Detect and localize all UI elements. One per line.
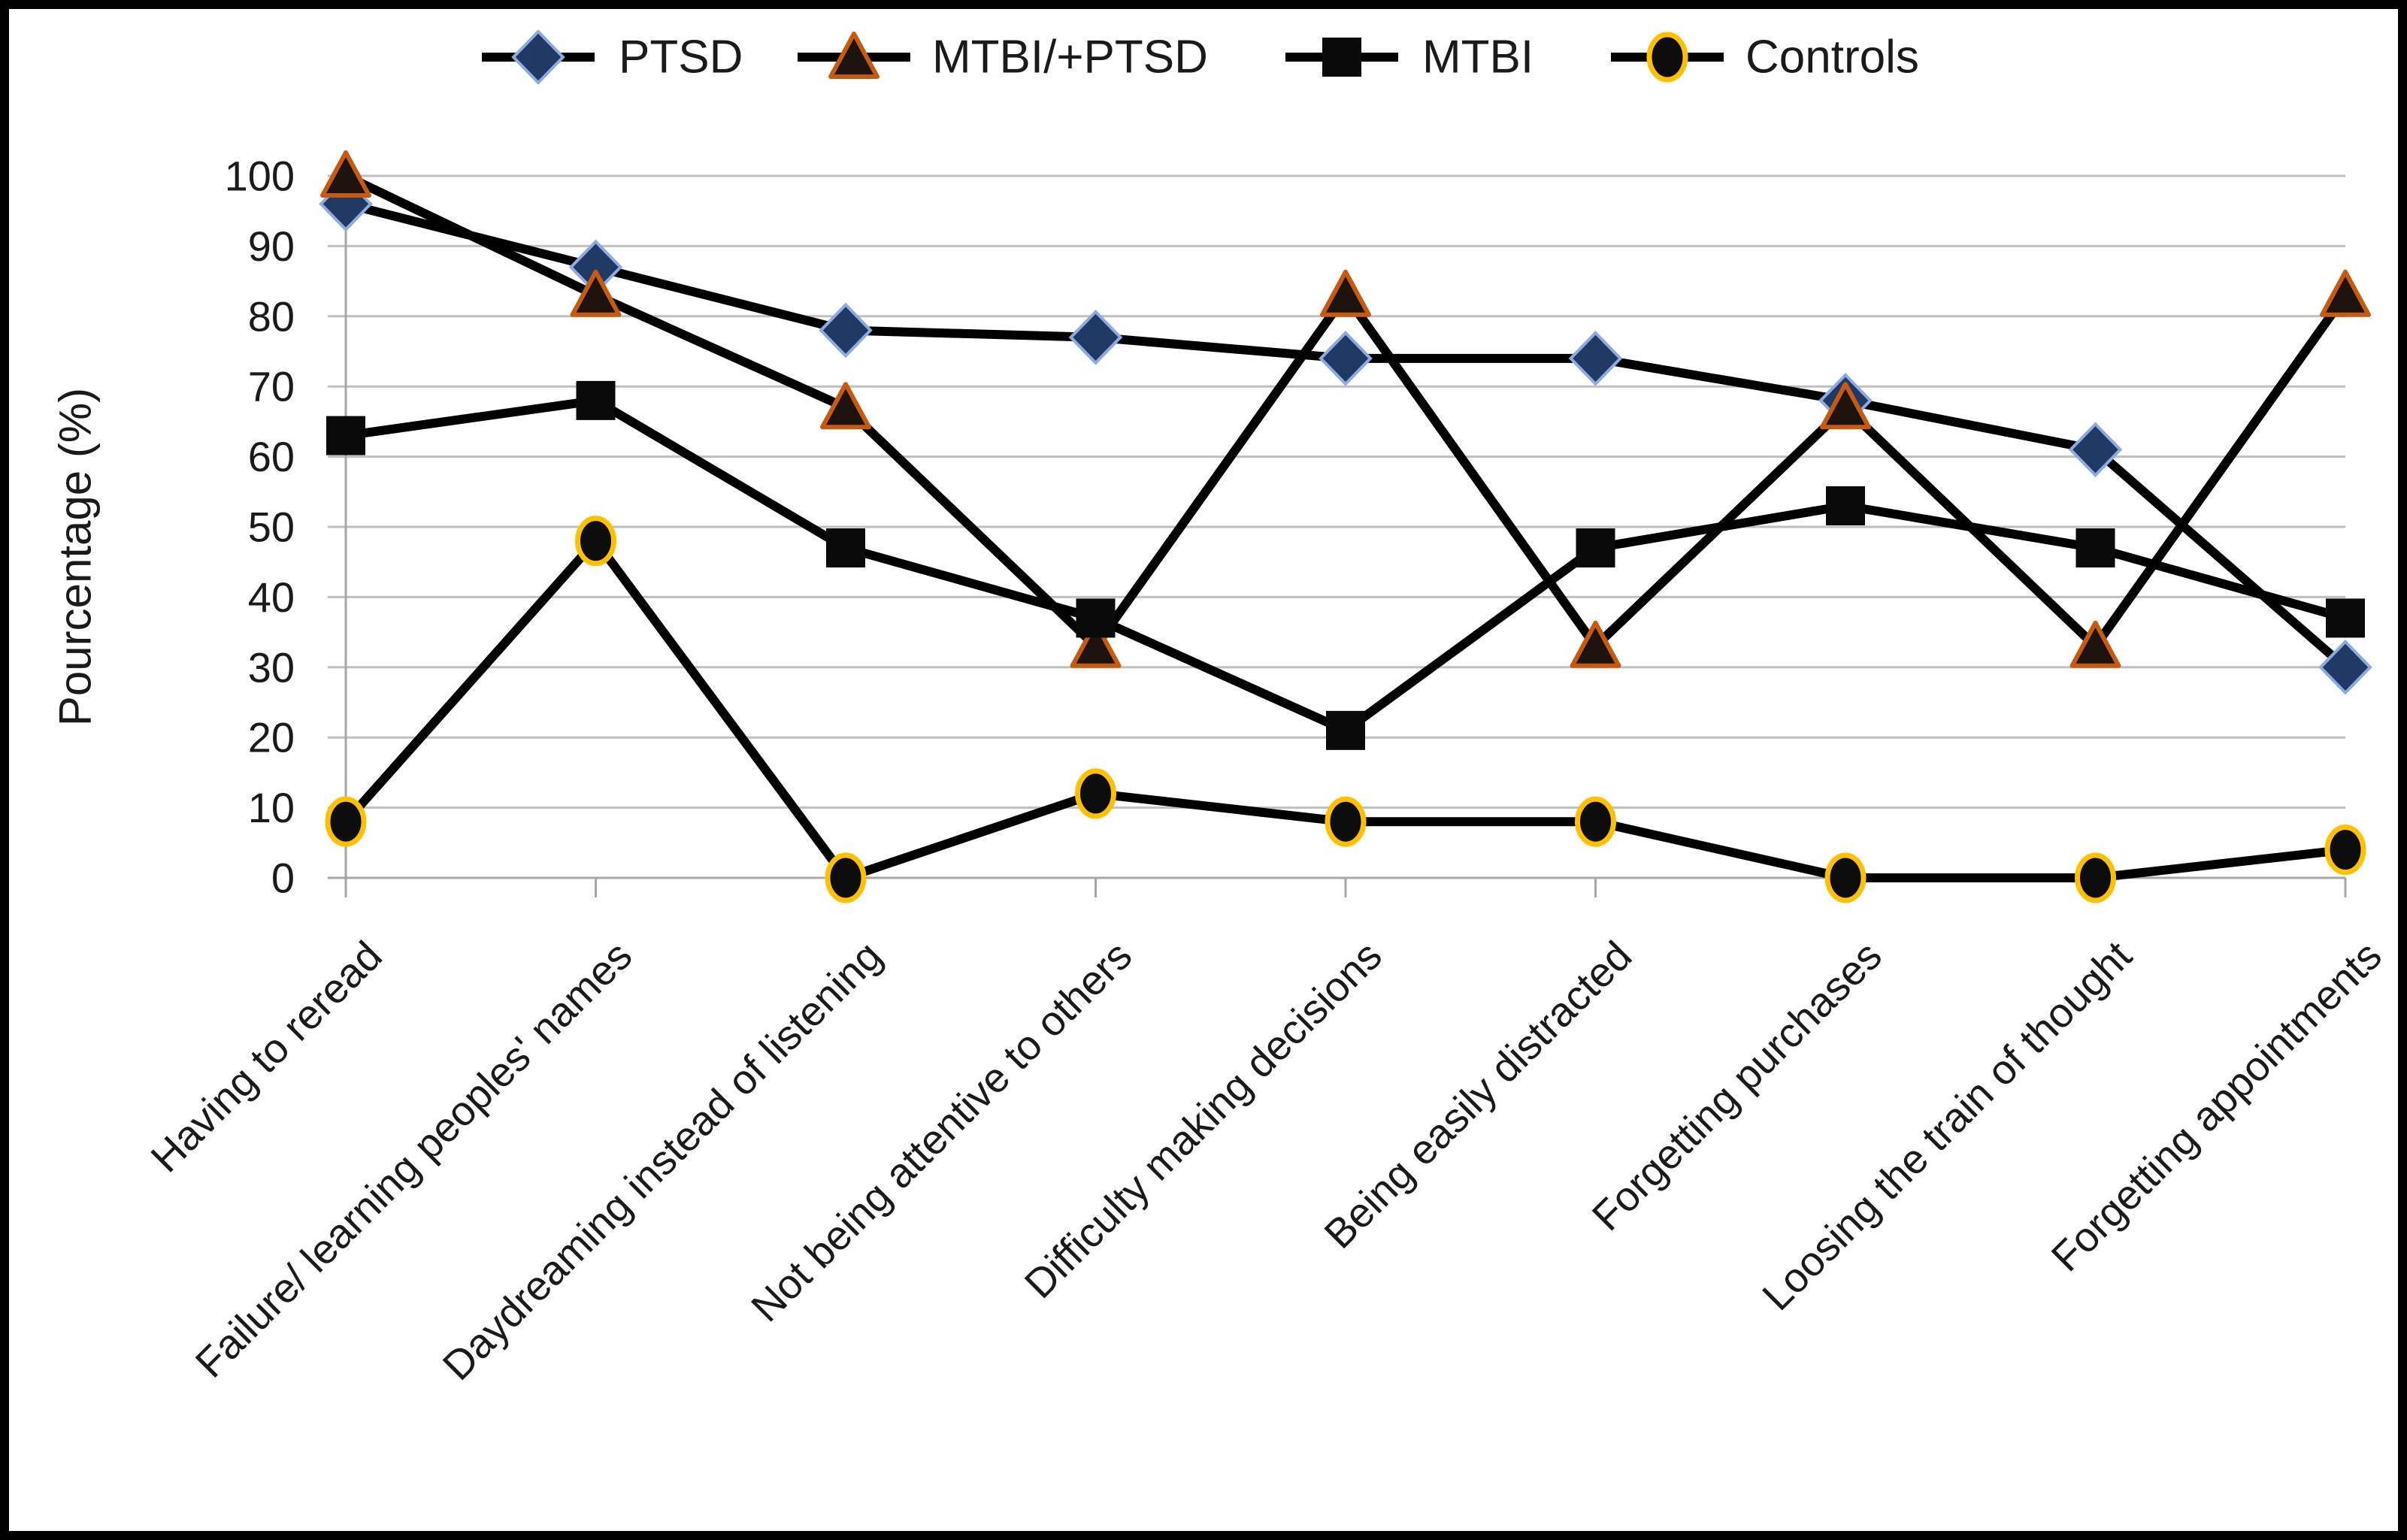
marker-Controls-1 [575, 516, 616, 567]
marker-MTBI/+PTSD-2 [820, 382, 871, 430]
legend-label-MTBI: MTBI [1422, 32, 1534, 83]
marker-PTSD-8 [2318, 639, 2372, 695]
marker-MTBI/+PTSD-7 [2069, 620, 2121, 668]
marker-MTBI/+PTSD-3 [1070, 620, 1122, 668]
marker-MTBI-0 [326, 416, 365, 455]
legend-marker-Controls-icon [1646, 32, 1688, 83]
y-tick-label-90: 90 [248, 222, 295, 270]
marker-PTSD-4 [1319, 330, 1373, 386]
legend-label-MTBI/+PTSD: MTBI/+PTSD [932, 32, 1208, 83]
marker-MTBI-1 [576, 380, 616, 420]
marker-Controls-3 [1075, 768, 1116, 819]
marker-PTSD-5 [1568, 330, 1623, 386]
y-tick-label-100: 100 [225, 153, 295, 200]
y-tick-label-0: 0 [271, 855, 295, 902]
legend-label-Controls: Controls [1745, 32, 1919, 83]
y-tick-label-30: 30 [248, 643, 295, 691]
marker-MTBI-2 [826, 528, 865, 568]
marker-MTBI-8 [2326, 598, 2365, 638]
y-tick-label-10: 10 [248, 784, 295, 831]
marker-MTBI/+PTSD-8 [2320, 269, 2371, 317]
marker-MTBI-4 [1326, 710, 1365, 750]
y-tick-label-40: 40 [248, 573, 295, 621]
legend-marker-PTSD-icon [511, 29, 565, 85]
marker-Controls-6 [1824, 852, 1867, 903]
marker-MTBI-7 [2075, 528, 2115, 568]
y-tick-label-50: 50 [248, 504, 295, 551]
marker-MTBI/+PTSD-4 [1320, 269, 1371, 317]
y-tick-label-60: 60 [248, 433, 295, 480]
y-tick-label-80: 80 [248, 292, 295, 340]
legend-marker-MTBI-icon [1322, 38, 1361, 77]
marker-Controls-0 [325, 796, 367, 847]
marker-MTBI/+PTSD-5 [1570, 620, 1621, 668]
marker-MTBI-6 [1826, 486, 1865, 525]
marker-MTBI-5 [1576, 528, 1615, 568]
marker-PTSD-7 [2068, 422, 2123, 478]
marker-Controls-5 [1575, 796, 1616, 847]
y-tick-label-70: 70 [248, 363, 295, 410]
marker-Controls-7 [2075, 852, 2116, 903]
marker-MTBI/+PTSD-6 [1820, 382, 1871, 430]
marker-PTSD-2 [819, 302, 873, 359]
legend-marker-MTBI/+PTSD-icon [828, 32, 880, 79]
y-tick-label-20: 20 [248, 714, 295, 761]
marker-MTBI-3 [1076, 598, 1116, 638]
marker-Controls-4 [1325, 796, 1367, 847]
marker-MTBI/+PTSD-0 [320, 150, 371, 198]
marker-PTSD-3 [1068, 309, 1123, 365]
legend-label-PTSD: PTSD [619, 32, 743, 83]
marker-Controls-8 [2324, 824, 2366, 876]
marker-Controls-2 [825, 852, 867, 903]
y-axis-title: Pourcentage (%) [50, 388, 101, 726]
marker-MTBI/+PTSD-1 [570, 269, 622, 317]
